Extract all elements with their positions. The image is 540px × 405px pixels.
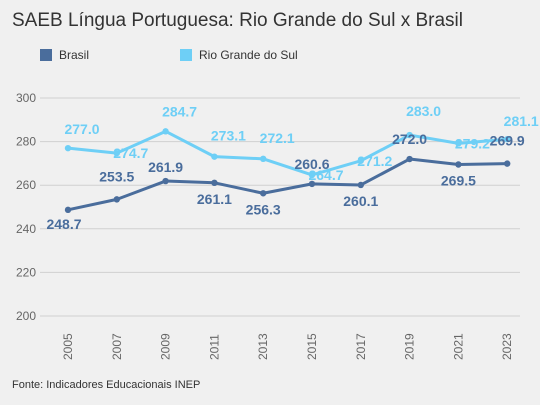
x-tick-label: 2021	[451, 333, 465, 360]
data-label-brasil: 261.1	[197, 191, 232, 207]
x-tick-label: 2017	[354, 333, 368, 360]
data-point-brasil	[64, 206, 72, 214]
data-point-rio-grande-do-sul	[211, 153, 218, 160]
legend-swatch-rio-grande-do-sul	[180, 49, 192, 61]
series-line-rio-grande-do-sul	[67, 129, 508, 177]
data-label-brasil: 248.7	[46, 216, 81, 232]
data-point-rio-grande-do-sul	[504, 136, 511, 143]
data-label-brasil: 256.3	[246, 201, 281, 217]
data-label-rio-grande-do-sul: 279.2	[455, 135, 490, 151]
x-tick-label: 2009	[159, 333, 173, 360]
data-label-rio-grande-do-sul: 264.7	[308, 167, 343, 183]
data-point-rio-grande-do-sul	[308, 171, 316, 179]
source-note: Fonte: Indicadores Educacionais INEP	[12, 379, 201, 391]
data-label-brasil: 272.0	[392, 131, 427, 147]
y-tick-label: 260	[16, 178, 36, 192]
data-point-rio-grande-do-sul	[113, 149, 121, 157]
data-point-brasil	[211, 179, 218, 187]
legend-item-rio-grande-do-sul[interactable]: Rio Grande do Sul	[180, 48, 298, 62]
legend-item-brasil[interactable]: Brasil	[40, 48, 89, 62]
data-label-brasil: 253.5	[99, 168, 134, 184]
data-point-brasil	[504, 160, 511, 167]
data-label-rio-grande-do-sul: 272.1	[260, 130, 295, 146]
x-tick-label: 2015	[305, 333, 319, 360]
x-tick-label: 2005	[61, 333, 75, 360]
data-label-rio-grande-do-sul: 281.1	[504, 113, 539, 129]
data-point-rio-grande-do-sul	[260, 155, 267, 163]
data-label-rio-grande-do-sul: 271.2	[357, 153, 392, 169]
data-point-rio-grande-do-sul	[64, 144, 72, 152]
data-point-brasil	[406, 155, 413, 163]
data-label-brasil: 269.5	[441, 172, 476, 188]
x-tick-label: 2019	[403, 333, 417, 360]
y-tick-label: 200	[16, 309, 36, 323]
data-label-brasil: 260.6	[294, 156, 329, 172]
series-line-brasil	[67, 157, 508, 212]
data-point-brasil	[113, 196, 121, 203]
x-tick-label: 2013	[256, 333, 270, 360]
data-point-brasil	[455, 161, 462, 168]
data-point-rio-grande-do-sul	[406, 131, 413, 139]
data-point-rio-grande-do-sul	[455, 140, 462, 147]
data-label-brasil: 261.9	[148, 159, 183, 175]
data-label-rio-grande-do-sul: 284.7	[162, 103, 197, 119]
data-point-brasil	[260, 190, 267, 197]
legend-label-brasil: Brasil	[59, 48, 90, 62]
data-label-brasil: 260.1	[343, 193, 378, 209]
chart-title: SAEB Língua Portuguesa: Rio Grande do Su…	[12, 10, 463, 31]
data-label-rio-grande-do-sul: 283.0	[406, 103, 441, 119]
y-tick-label: 220	[16, 265, 36, 279]
x-tick-label: 2007	[110, 333, 124, 360]
data-label-rio-grande-do-sul: 277.0	[64, 121, 99, 137]
data-point-brasil	[308, 180, 316, 188]
data-label-rio-grande-do-sul: 273.1	[211, 128, 246, 144]
data-point-rio-grande-do-sul	[357, 157, 364, 164]
data-point-rio-grande-do-sul	[162, 128, 169, 135]
legend-swatch-brasil	[40, 49, 52, 61]
y-tick-label: 300	[16, 91, 36, 105]
data-label-rio-grande-do-sul: 274.7	[113, 145, 148, 161]
data-label-brasil: 269.9	[490, 133, 525, 149]
data-point-brasil	[357, 181, 364, 189]
legend-label-rio-grande-do-sul: Rio Grande do Sul	[199, 48, 298, 62]
x-tick-label: 2011	[207, 334, 221, 360]
y-tick-label: 280	[16, 135, 36, 149]
data-point-brasil	[162, 177, 169, 185]
y-tick-label: 240	[16, 222, 36, 236]
x-tick-label: 2023	[500, 333, 514, 360]
